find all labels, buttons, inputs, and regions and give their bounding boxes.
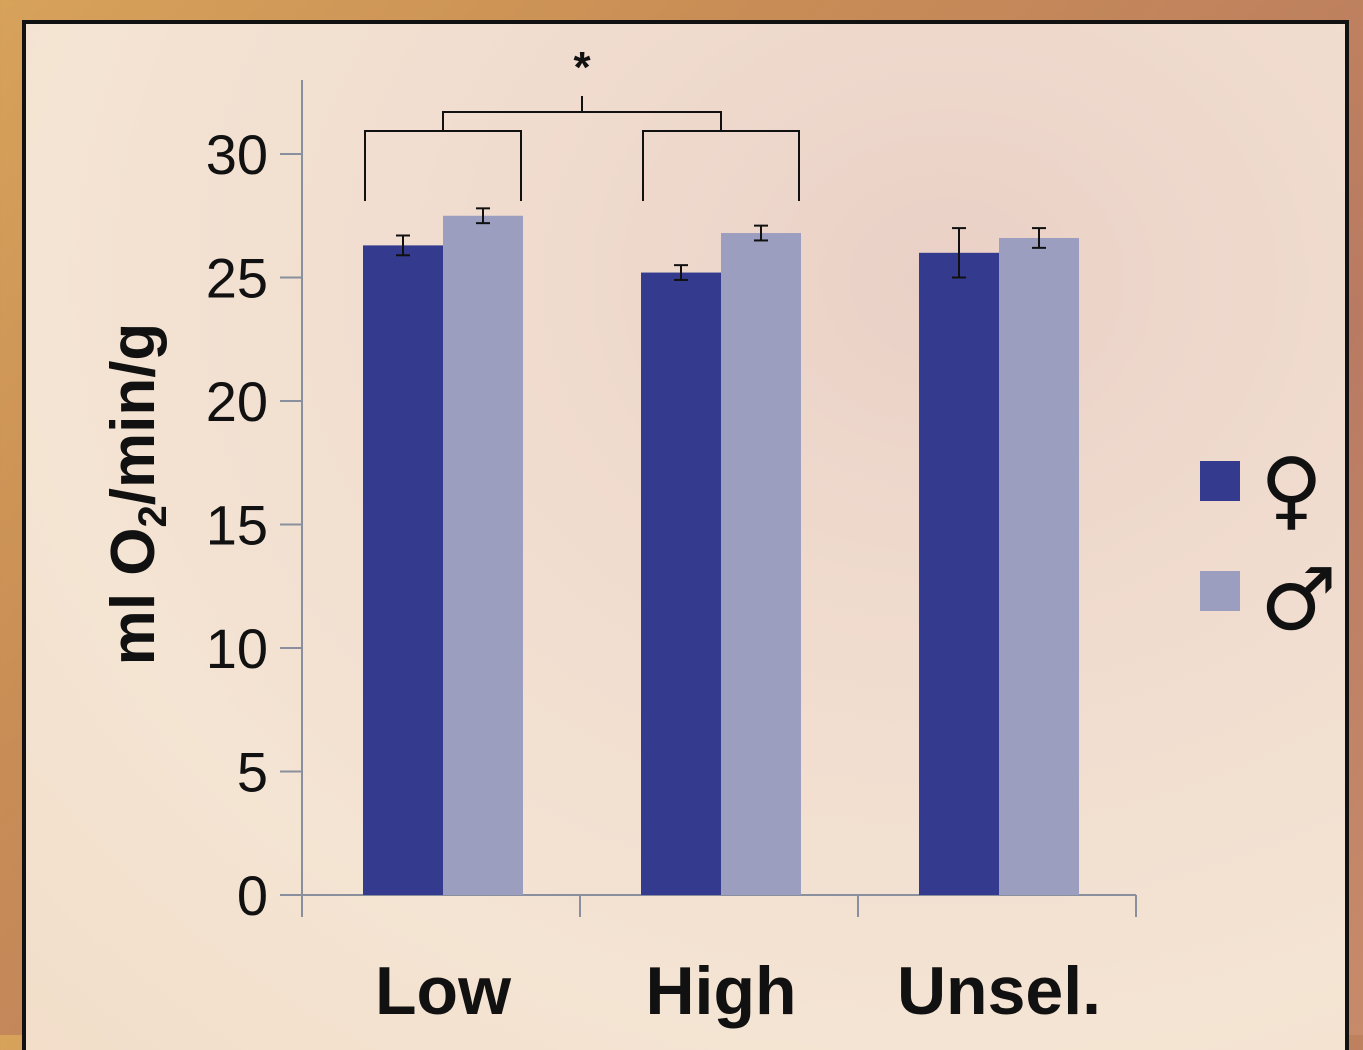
error-bars: [396, 207, 1046, 281]
y-axis: 0 5 10 15 20 25 30: [206, 80, 303, 927]
bracket-high: [642, 130, 800, 201]
y-tick-label: 15: [206, 494, 268, 557]
legend-label-series-2: ♂: [1260, 550, 1337, 650]
y-axis-label-main: ml O: [99, 528, 168, 666]
bar-high-series-1: [641, 272, 721, 895]
y-tick-label: 5: [237, 741, 268, 804]
significance-marker: *: [573, 43, 591, 92]
y-axis-label-subscript: 2: [131, 505, 175, 527]
bar-chart: 0 5 10 15 20 25 30 Low High Unsel. * ♀♂ ml O2/mi…: [99, 43, 1337, 1029]
y-tick-label: 25: [206, 247, 268, 310]
significance-brackets: *: [364, 43, 800, 201]
legend-label-series-1: ♀: [1260, 440, 1323, 540]
y-tick-label: 20: [206, 370, 268, 433]
legend-swatch-series-1: [1200, 461, 1240, 501]
bar-unsel-series-1: [919, 252, 999, 896]
y-tick-label: 0: [237, 864, 268, 927]
x-category-label: High: [645, 953, 796, 1029]
legend-swatch-series-2: [1200, 571, 1240, 611]
y-axis-label-rest: /min/g: [99, 323, 168, 506]
x-category-label: Low: [375, 953, 512, 1029]
bracket-comparison: [442, 111, 722, 131]
bracket-low: [364, 130, 522, 201]
legend: ♀♂: [1200, 440, 1337, 650]
bars: [363, 215, 1079, 896]
x-axis: Low High Unsel.: [301, 894, 1137, 1029]
bar-low-series-1: [363, 245, 443, 895]
y-axis-label: ml O2/min/g: [99, 323, 175, 666]
bar-high-series-2: [721, 233, 801, 896]
chart-panel: 0 5 10 15 20 25 30 Low High Unsel. * ♀ ♂ ml O2/mi…: [22, 20, 1349, 1050]
bar-low-series-2: [443, 215, 523, 895]
y-tick-label: 30: [206, 123, 268, 186]
bar-unsel-series-2: [999, 237, 1079, 896]
x-category-label: Unsel.: [897, 953, 1101, 1029]
y-tick-label: 10: [206, 617, 268, 680]
